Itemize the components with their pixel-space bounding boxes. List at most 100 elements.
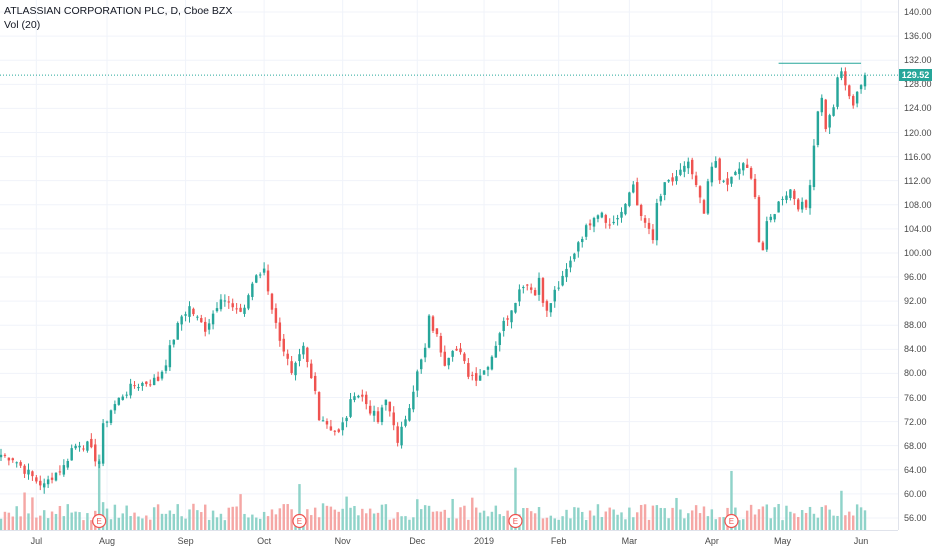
candle-body bbox=[651, 229, 655, 241]
candle-body bbox=[785, 195, 788, 200]
time-axis[interactable]: Jul Aug Sep Oct Nov Dec 2019 Feb Mar Apr May Jun bbox=[0, 530, 898, 551]
candle-body bbox=[74, 445, 77, 449]
candle-body bbox=[604, 215, 608, 223]
volume-bar bbox=[647, 519, 651, 530]
candle-body bbox=[565, 268, 568, 278]
earnings-marker[interactable]: E bbox=[92, 513, 107, 529]
volume-bar bbox=[502, 516, 505, 530]
volume-bar bbox=[848, 511, 851, 530]
volume-bar bbox=[310, 515, 313, 530]
candle-body bbox=[141, 382, 144, 386]
volume-bar bbox=[117, 517, 121, 530]
volume-bar bbox=[121, 513, 124, 530]
volume-bar bbox=[463, 505, 466, 530]
candle-body bbox=[852, 96, 855, 106]
candle-body bbox=[298, 354, 301, 362]
volume-bar bbox=[329, 506, 333, 530]
price-tick-label: 116.00 bbox=[904, 151, 931, 162]
candle-body bbox=[687, 161, 690, 169]
volume-bar bbox=[671, 507, 674, 530]
volume-bar bbox=[573, 507, 576, 530]
volume-bar bbox=[227, 507, 230, 530]
candle-body bbox=[172, 339, 176, 345]
volume-bar bbox=[50, 511, 54, 530]
candle-body bbox=[400, 426, 403, 446]
volume-bar bbox=[490, 511, 494, 530]
candle-body bbox=[317, 392, 321, 421]
volume-bar bbox=[388, 519, 392, 530]
volume-bar bbox=[70, 512, 73, 530]
candle-body bbox=[255, 275, 258, 283]
volume-bar bbox=[855, 504, 859, 530]
volume-bar bbox=[616, 514, 619, 530]
volume-bar bbox=[745, 510, 749, 530]
candle-body bbox=[581, 238, 584, 243]
earnings-marker[interactable]: E bbox=[292, 513, 307, 529]
candle-body bbox=[789, 189, 792, 198]
candle-body bbox=[94, 444, 97, 462]
candle-body bbox=[420, 359, 423, 370]
volume-bar bbox=[836, 515, 839, 530]
volume-bar bbox=[231, 506, 234, 530]
candle-body bbox=[396, 426, 399, 443]
earnings-marker-circle bbox=[92, 513, 107, 529]
earnings-marker[interactable]: E bbox=[508, 513, 523, 529]
candle-body bbox=[121, 396, 124, 400]
volume-bar bbox=[749, 504, 753, 530]
volume-bar bbox=[353, 506, 356, 530]
volume-bar bbox=[19, 516, 22, 530]
candle-body bbox=[349, 399, 352, 417]
candle-body bbox=[498, 333, 501, 345]
candle-body bbox=[70, 448, 73, 461]
volume-bar bbox=[529, 511, 533, 530]
candle-body bbox=[463, 353, 466, 362]
price-axis[interactable]: 56.00 60.00 64.00 68.00 72.00 76.00 80.00 84.00… bbox=[898, 0, 932, 530]
candle-body bbox=[313, 375, 317, 391]
volume-bar bbox=[636, 512, 639, 530]
volume-bar bbox=[105, 508, 109, 530]
candle-body bbox=[757, 197, 761, 243]
volume-bar bbox=[325, 505, 329, 530]
candle-body bbox=[149, 384, 152, 386]
volume-bar bbox=[753, 514, 757, 530]
candle-body bbox=[388, 401, 392, 412]
candle-body bbox=[270, 293, 274, 310]
price-tick-label: 124.00 bbox=[904, 103, 932, 114]
volume-bar bbox=[486, 516, 490, 530]
candle-body bbox=[207, 323, 211, 330]
candle-body bbox=[816, 111, 820, 145]
volume-bar bbox=[404, 516, 407, 530]
volume-bar bbox=[832, 515, 835, 530]
candle-body bbox=[427, 315, 431, 348]
candle-body bbox=[101, 423, 105, 464]
earnings-marker[interactable]: E bbox=[724, 513, 739, 529]
candle-body bbox=[125, 394, 128, 396]
volume-bar bbox=[192, 503, 195, 530]
volume-bar bbox=[337, 511, 340, 530]
candle-body bbox=[584, 225, 588, 237]
time-tick-label: Dec bbox=[409, 536, 426, 546]
volume-bar bbox=[7, 512, 11, 530]
volume-bar bbox=[423, 505, 427, 530]
volume-bar bbox=[541, 518, 545, 530]
volume-bar bbox=[39, 515, 42, 530]
volume-bar bbox=[494, 505, 498, 530]
candle-body bbox=[828, 115, 831, 128]
volume-bar bbox=[164, 513, 168, 530]
candle-body bbox=[588, 223, 592, 226]
candle-body bbox=[577, 242, 580, 252]
candle-body bbox=[23, 465, 26, 474]
volume-bar bbox=[90, 520, 93, 530]
candle-body bbox=[545, 301, 549, 311]
candle-body bbox=[412, 391, 415, 410]
earnings-marker-label: E bbox=[97, 517, 102, 526]
volume-bar bbox=[200, 512, 203, 530]
volume-bar bbox=[651, 505, 655, 530]
candle-body bbox=[793, 190, 796, 200]
candle-body bbox=[337, 429, 340, 432]
candle-body bbox=[137, 387, 140, 389]
candle-body bbox=[808, 185, 812, 209]
candle-body bbox=[294, 362, 297, 376]
